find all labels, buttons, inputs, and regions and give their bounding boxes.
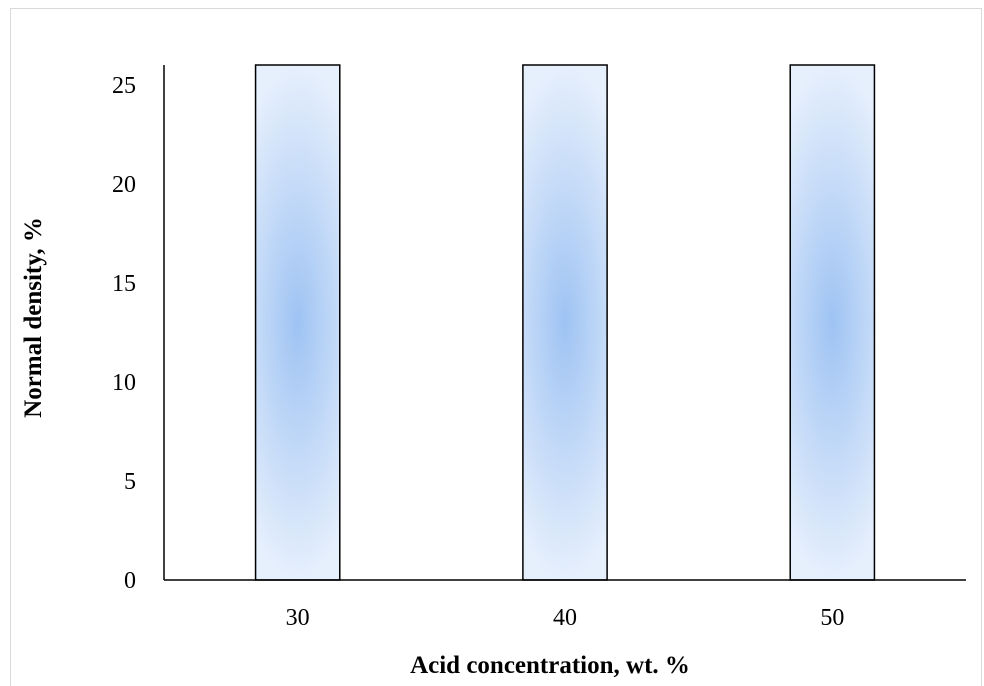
y-tick-label-10: 10: [112, 370, 136, 396]
y-axis-title: Normal density, %: [20, 217, 47, 418]
bar-40: [522, 64, 608, 581]
x-tick-label-30: 30: [286, 605, 310, 631]
bars-layer: [254, 64, 876, 581]
labels-layer: 30 40 50 0 5 10 15 20 25 Acid concentration, wt. …: [20, 73, 844, 679]
axes-layer: [163, 65, 966, 581]
y-tick-label-20: 20: [112, 172, 136, 198]
x-tick-label-40: 40: [553, 605, 577, 631]
chart-frame: [10, 8, 982, 686]
y-tick-label-15: 15: [112, 271, 136, 297]
y-tick-label-25: 25: [112, 73, 136, 99]
x-tick-label-50: 50: [820, 605, 844, 631]
y-tick-label-5: 5: [124, 469, 136, 495]
bar-30: [254, 64, 341, 581]
bar-50: [789, 64, 876, 581]
x-axis-title: Acid concentration, wt. %: [410, 652, 690, 679]
y-tick-label-0: 0: [124, 568, 136, 594]
